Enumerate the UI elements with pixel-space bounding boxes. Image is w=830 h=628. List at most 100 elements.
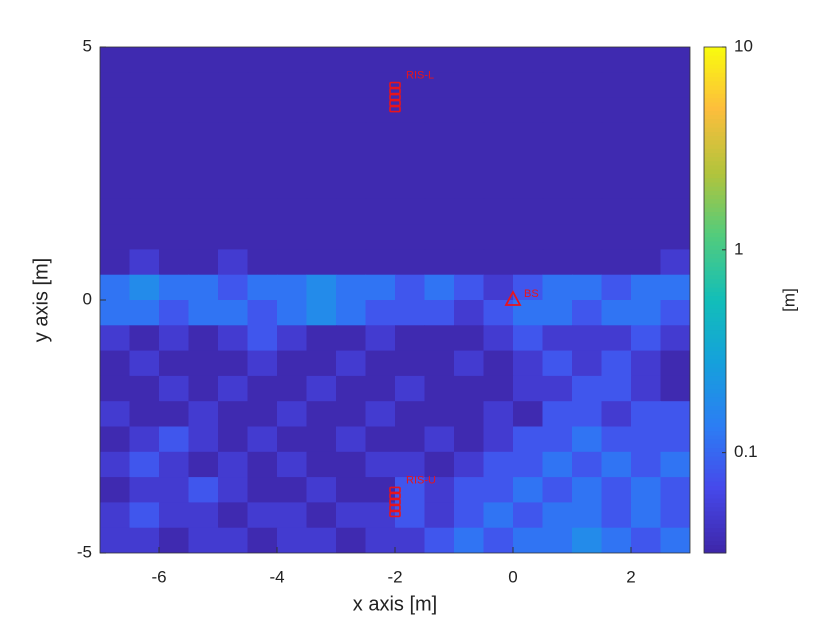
marker-label: RIS-U [406,474,436,486]
heat-cell [601,401,632,428]
heat-cell [572,122,603,149]
colorbar-swatch [704,434,726,440]
colorbar-swatch [704,47,726,52]
heat-cell [100,502,131,529]
heat-cell [129,72,160,99]
heat-cell [631,173,662,200]
colorbar-swatch [704,430,726,436]
heat-cell [306,451,337,478]
heat-cell [601,173,632,200]
heat-cell [483,477,514,503]
heat-cell [129,148,160,175]
x-axis-label: x axis [m] [353,593,437,615]
heat-cell [601,300,632,326]
overlay: -6 -4 -2 0 2 -5 0 5 0.1 1 10 RIS-L BS RIS-U [77,36,758,586]
heatmap [100,47,690,553]
heat-cell [336,375,367,402]
heat-cell [601,451,632,478]
heat-cell [129,97,160,124]
heat-cell [277,375,308,402]
heat-cell [336,249,367,276]
colorbar-swatch [704,464,726,470]
heat-cell [159,148,190,175]
colorbar-swatch [704,97,726,103]
heat-cell [395,224,426,250]
colorbar-swatch [704,274,726,280]
colorbar-tick-label: 1 [734,239,743,258]
colorbar-swatch [704,84,726,90]
heat-cell [129,249,160,276]
colorbar-swatch [704,106,726,111]
heat-cell [218,274,249,301]
heat-cell [218,401,249,428]
heat-cell [188,401,219,428]
colorbar-swatch [704,540,726,546]
heat-cell [277,122,308,149]
heat-cell [100,477,131,503]
heat-cell [601,97,632,124]
heat-cell [218,375,249,402]
heat-cell [454,502,485,529]
heat-cell [660,198,690,225]
heat-cell [306,97,337,124]
heat-cell [247,325,278,352]
heat-cell [365,198,396,225]
heat-cell [159,375,190,402]
heat-cell [218,249,249,276]
heat-cell [513,148,544,175]
colorbar-swatch [704,291,726,297]
heat-cell [277,173,308,200]
heat-cell [483,426,514,453]
heat-cell [306,375,337,402]
colorbar-swatch [704,295,726,301]
heat-cell [129,198,160,225]
heat-cell [424,375,455,402]
heat-cell [601,350,632,377]
heat-cell [542,527,573,553]
heat-cell [159,198,190,225]
heat-cell [306,274,337,301]
colorbar-swatch [704,131,726,137]
heat-cell [660,375,690,402]
colorbar-swatch [704,426,726,432]
heat-cell [336,47,367,73]
colorbar-swatch [704,122,726,128]
heat-cell [395,426,426,453]
colorbar-label: [m] [779,288,798,312]
heat-cell [454,198,485,225]
heat-cell [100,375,131,402]
heat-cell [129,224,160,250]
heat-cell [188,148,219,175]
heat-cell [159,477,190,503]
heat-cell [100,325,131,352]
heat-cell [277,97,308,124]
colorbar-swatch [704,447,726,453]
colorbar-swatch [704,325,726,331]
heat-cell [572,325,603,352]
heat-cell [247,401,278,428]
x-tick-label: 0 [508,567,517,586]
heat-cell [306,198,337,225]
heat-cell [336,224,367,250]
heat-cell [542,300,573,326]
heat-cell [572,426,603,453]
heat-cell [159,325,190,352]
heat-cell [424,122,455,149]
heat-cell [660,300,690,326]
heat-cell [631,224,662,250]
heat-cell [542,198,573,225]
heat-cell [336,451,367,478]
colorbar-swatch [704,548,726,554]
heat-cell [365,47,396,73]
heat-cell [159,97,190,124]
heat-cell [424,224,455,250]
heat-cell [513,122,544,149]
heat-cell [247,97,278,124]
heat-cell [424,173,455,200]
ris-element [389,504,401,512]
heat-cell [247,350,278,377]
heat-cell [601,375,632,402]
heat-cell [542,249,573,276]
heat-cell [572,274,603,301]
